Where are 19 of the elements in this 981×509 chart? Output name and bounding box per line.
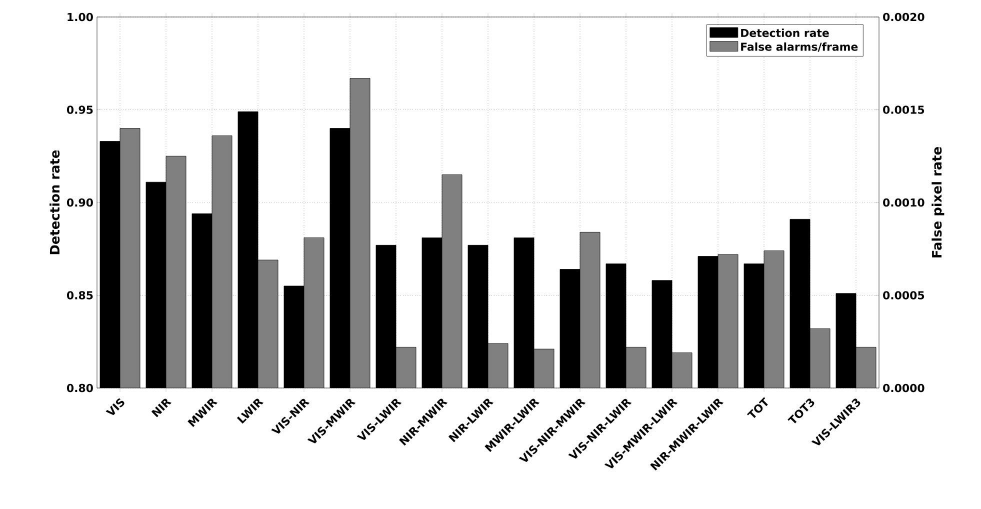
y2-axis-title: False pixel rate — [932, 147, 944, 258]
legend-label: False alarms/frame — [741, 42, 858, 52]
bar — [488, 343, 508, 388]
y-tick-label: 0.90 — [66, 198, 93, 207]
y2-tick-label: 0.0000 — [883, 384, 924, 392]
bar — [396, 347, 416, 388]
y-tick-label: 1.00 — [68, 12, 93, 22]
y-tick-label: 0.95 — [66, 106, 93, 114]
x-tick-label: VIS — [106, 398, 124, 416]
legend-label: Detection rate — [741, 28, 829, 38]
y2-tick-label: 0.0010 — [883, 198, 924, 207]
x-tick-label: NIR — [151, 398, 172, 418]
y2-tick-label: 0.0015 — [883, 106, 924, 114]
y2-tick-label: 0.0020 — [883, 12, 924, 22]
bar — [534, 349, 554, 388]
y-axis-title: Detection rate — [50, 150, 60, 254]
y-tick-label: 0.80 — [66, 384, 93, 392]
y-tick-label: 0.85 — [66, 291, 93, 300]
y2-tick-label: 0.0005 — [883, 291, 924, 300]
